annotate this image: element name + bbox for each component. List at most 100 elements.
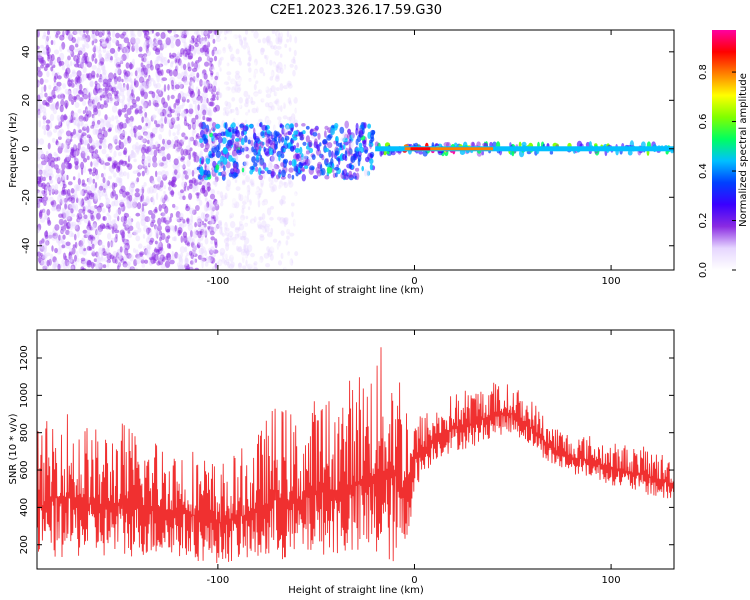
spectrogram-cell — [191, 88, 194, 95]
spectrogram-cell — [247, 109, 251, 113]
spectrogram-cell — [58, 128, 64, 134]
spectrogram-cell — [220, 226, 223, 232]
spectrogram-cell — [43, 215, 48, 220]
spectrogram-cell — [230, 221, 236, 229]
spectrogram-cell — [254, 136, 260, 143]
spectrogram-cell — [90, 161, 93, 167]
spectrogram-cell — [61, 162, 66, 171]
spectrogram-cell — [267, 100, 270, 105]
spectrogram-cell — [125, 62, 130, 69]
spectrogram-cell — [167, 30, 172, 33]
spectrogram-cell — [331, 162, 335, 170]
spectrogram-cell — [134, 80, 139, 88]
spectrogram-cell — [208, 57, 214, 63]
spectrogram-cell — [169, 76, 175, 83]
spectrogram-cell — [284, 104, 288, 112]
spectrogram-cell — [122, 171, 127, 177]
spectrogram-cell — [183, 80, 189, 86]
spectrogram-cell — [224, 88, 227, 93]
spectrogram-cell — [245, 98, 250, 105]
spectrogram-cell — [278, 169, 282, 175]
spectrogram-cell — [106, 261, 110, 268]
spectrogram-cell — [82, 206, 86, 211]
spectrogram-cell — [210, 143, 216, 149]
spectrogram-cell — [253, 62, 257, 68]
spectrogram-cell — [96, 207, 102, 213]
spectrogram-cell — [151, 180, 155, 185]
spectrogram-cell — [76, 258, 80, 263]
spectrogram-cell — [280, 230, 285, 237]
spectrogram-cell — [189, 80, 192, 87]
spectrogram-cell — [245, 192, 249, 198]
spectrogram-x-axis-label: Height of straight line (km) — [288, 285, 424, 296]
spectrogram-cell — [46, 70, 50, 78]
y-tick-label: 0 — [21, 146, 32, 152]
spectrogram-cell — [269, 246, 275, 254]
spectrogram-cell — [51, 245, 54, 252]
spectrogram-cell — [152, 80, 156, 87]
spectrogram-cell — [138, 243, 143, 249]
spectrogram-cell — [141, 170, 145, 177]
spectrogram-cell — [215, 144, 220, 153]
spectrogram-cell — [290, 57, 296, 65]
spectrogram-cell — [70, 82, 75, 88]
spectrogram-cell — [265, 93, 272, 98]
spectrogram-cell — [171, 139, 175, 148]
spectrogram-cell — [92, 45, 99, 52]
spectrogram-cell — [52, 232, 58, 239]
spectrogram-cell — [245, 266, 249, 270]
spectrogram-cell — [171, 250, 174, 257]
spectrogram-cell — [147, 187, 151, 194]
spectrogram-cell — [102, 189, 108, 197]
spectrogram-cell — [160, 263, 166, 269]
spectrogram-cell — [123, 160, 128, 165]
spectrogram-cell — [121, 53, 127, 62]
spectrogram-cell — [130, 33, 136, 39]
spectrogram-cell — [253, 83, 257, 91]
spectrogram-cell — [80, 161, 85, 170]
spectrogram-cell — [360, 122, 365, 130]
spectrogram-cell — [80, 259, 87, 265]
spectrogram-cell — [230, 53, 235, 62]
spectrogram-cell — [509, 142, 512, 148]
spectrogram-cell — [271, 45, 275, 52]
spectrogram-cell — [364, 149, 368, 154]
spectrogram-cell — [269, 161, 275, 167]
spectrogram-cell — [309, 165, 315, 171]
spectrogram-cell — [163, 185, 167, 190]
spectrogram-cell — [247, 62, 251, 67]
spectrogram-cell — [261, 62, 266, 71]
spectrogram-cell — [173, 30, 177, 35]
spectrogram-cell — [340, 142, 343, 149]
spectrogram-cell — [117, 128, 121, 134]
spectrogram-cell — [159, 43, 164, 51]
spectrogram-cell — [256, 61, 261, 68]
spectrogram-cell — [40, 151, 44, 159]
spectrogram-cell — [270, 227, 274, 235]
spectrogram-cell — [42, 115, 47, 121]
spectrogram-cell — [213, 50, 219, 55]
spectrogram-cell — [287, 97, 292, 104]
spectrogram-cell — [264, 158, 270, 162]
spectrogram-cell — [37, 170, 42, 175]
spectrogram-cell — [264, 86, 269, 91]
spectrogram-cell — [130, 72, 133, 77]
spectrogram-cell — [188, 103, 193, 110]
spectrogram-cell — [102, 126, 106, 132]
spectrogram-cell — [241, 147, 245, 153]
spectrogram-cell — [131, 99, 137, 105]
spectrogram-cell — [127, 136, 132, 144]
spectrogram-cell — [101, 208, 106, 213]
spectrogram-cell — [136, 177, 140, 183]
spectrogram-cell — [146, 50, 152, 57]
spectrogram-cell — [126, 108, 132, 115]
spectrogram-cell — [269, 71, 274, 77]
spectrogram-cell — [278, 240, 282, 246]
spectrogram-cell — [162, 138, 165, 145]
spectrogram-cell — [238, 181, 242, 189]
spectrogram-cell — [259, 107, 263, 113]
spectrogram-cell — [37, 176, 42, 181]
spectrogram-cell — [249, 178, 255, 186]
spectrogram-cell — [52, 108, 58, 115]
spectrogram-cell — [250, 226, 254, 232]
